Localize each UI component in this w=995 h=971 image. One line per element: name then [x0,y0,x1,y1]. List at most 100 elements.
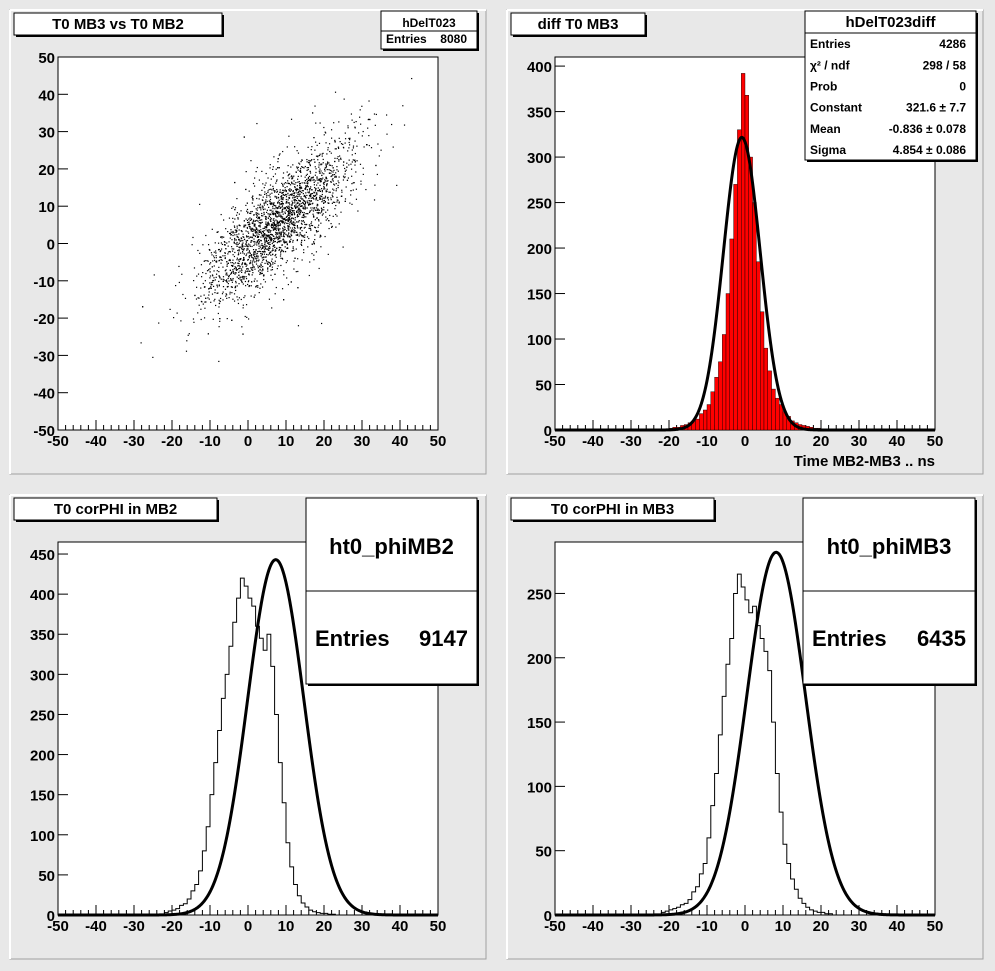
data-point [277,202,279,204]
data-point [312,176,314,178]
data-point [207,244,210,246]
data-point [309,187,311,190]
data-point [269,203,272,205]
data-point [275,196,278,198]
data-point [255,232,257,234]
data-point [255,257,257,260]
data-point [313,179,315,181]
data-point [277,221,279,223]
data-point [286,234,288,237]
data-point [231,239,233,241]
data-point [272,261,274,264]
y-tick-label: 0 [544,423,552,440]
data-point [294,202,296,204]
data-point [226,263,228,265]
data-point [208,294,210,296]
data-point [257,270,260,272]
data-point [251,281,253,283]
x-tick-label: -40 [85,918,107,935]
data-point [290,222,293,224]
data-point [340,157,342,159]
data-point [282,172,285,174]
data-point [319,198,321,200]
y-tick-label: 30 [38,125,55,142]
data-point [286,222,288,224]
data-point [273,213,275,215]
data-point [290,213,293,216]
x-tick-label: 30 [851,918,868,935]
data-point [219,256,221,259]
data-point [269,247,271,249]
data-point [283,194,285,196]
x-tick-label: 20 [813,433,830,450]
data-point [326,180,328,182]
data-point [249,244,251,246]
data-point [211,274,214,276]
data-point [311,153,313,155]
data-point [301,259,303,261]
data-point [220,258,222,261]
data-point [242,275,244,278]
data-point [214,292,216,294]
data-point [338,137,340,139]
data-point [258,225,261,227]
data-point [334,157,336,159]
data-point [298,195,300,197]
x-tick-label: -10 [696,918,718,935]
data-point [224,257,226,260]
histogram-outline [660,573,833,915]
data-point [268,223,270,225]
data-point [293,198,295,200]
data-point [275,235,278,237]
data-point [297,233,299,235]
data-point [259,206,261,209]
data-point [301,239,303,242]
data-point [316,203,318,205]
data-point [249,270,251,272]
data-point [287,180,289,182]
data-point [324,181,326,183]
data-point [300,167,302,170]
data-point [236,285,238,287]
data-point [310,200,312,202]
histogram-bar [722,334,727,431]
data-point [283,270,285,272]
data-point [287,283,289,286]
data-point [243,136,245,138]
data-point [226,261,228,263]
data-point [255,208,257,210]
data-point [254,231,256,233]
data-point [309,225,311,227]
data-point [259,219,261,222]
data-point [280,203,283,205]
data-point [291,204,293,206]
data-point [288,202,291,204]
data-point [219,300,221,303]
data-point [275,168,277,170]
data-point [232,259,234,261]
data-point [304,226,306,228]
data-point [332,178,334,180]
data-point [305,187,307,189]
data-point [322,197,324,199]
data-point [208,288,210,290]
data-point [334,148,336,150]
data-point [280,231,282,233]
data-point [267,223,269,225]
data-point [311,224,314,227]
data-point [260,240,262,242]
data-point [263,251,265,253]
data-point [211,228,213,230]
data-point [289,227,291,229]
data-point [282,184,284,186]
data-point [314,195,316,197]
data-point [259,222,262,224]
data-point [275,229,278,231]
data-point [256,234,258,236]
data-point [278,205,280,207]
data-point [290,166,292,168]
data-point [274,250,276,252]
data-point [319,179,321,181]
data-point [245,240,247,242]
data-point [195,286,198,288]
